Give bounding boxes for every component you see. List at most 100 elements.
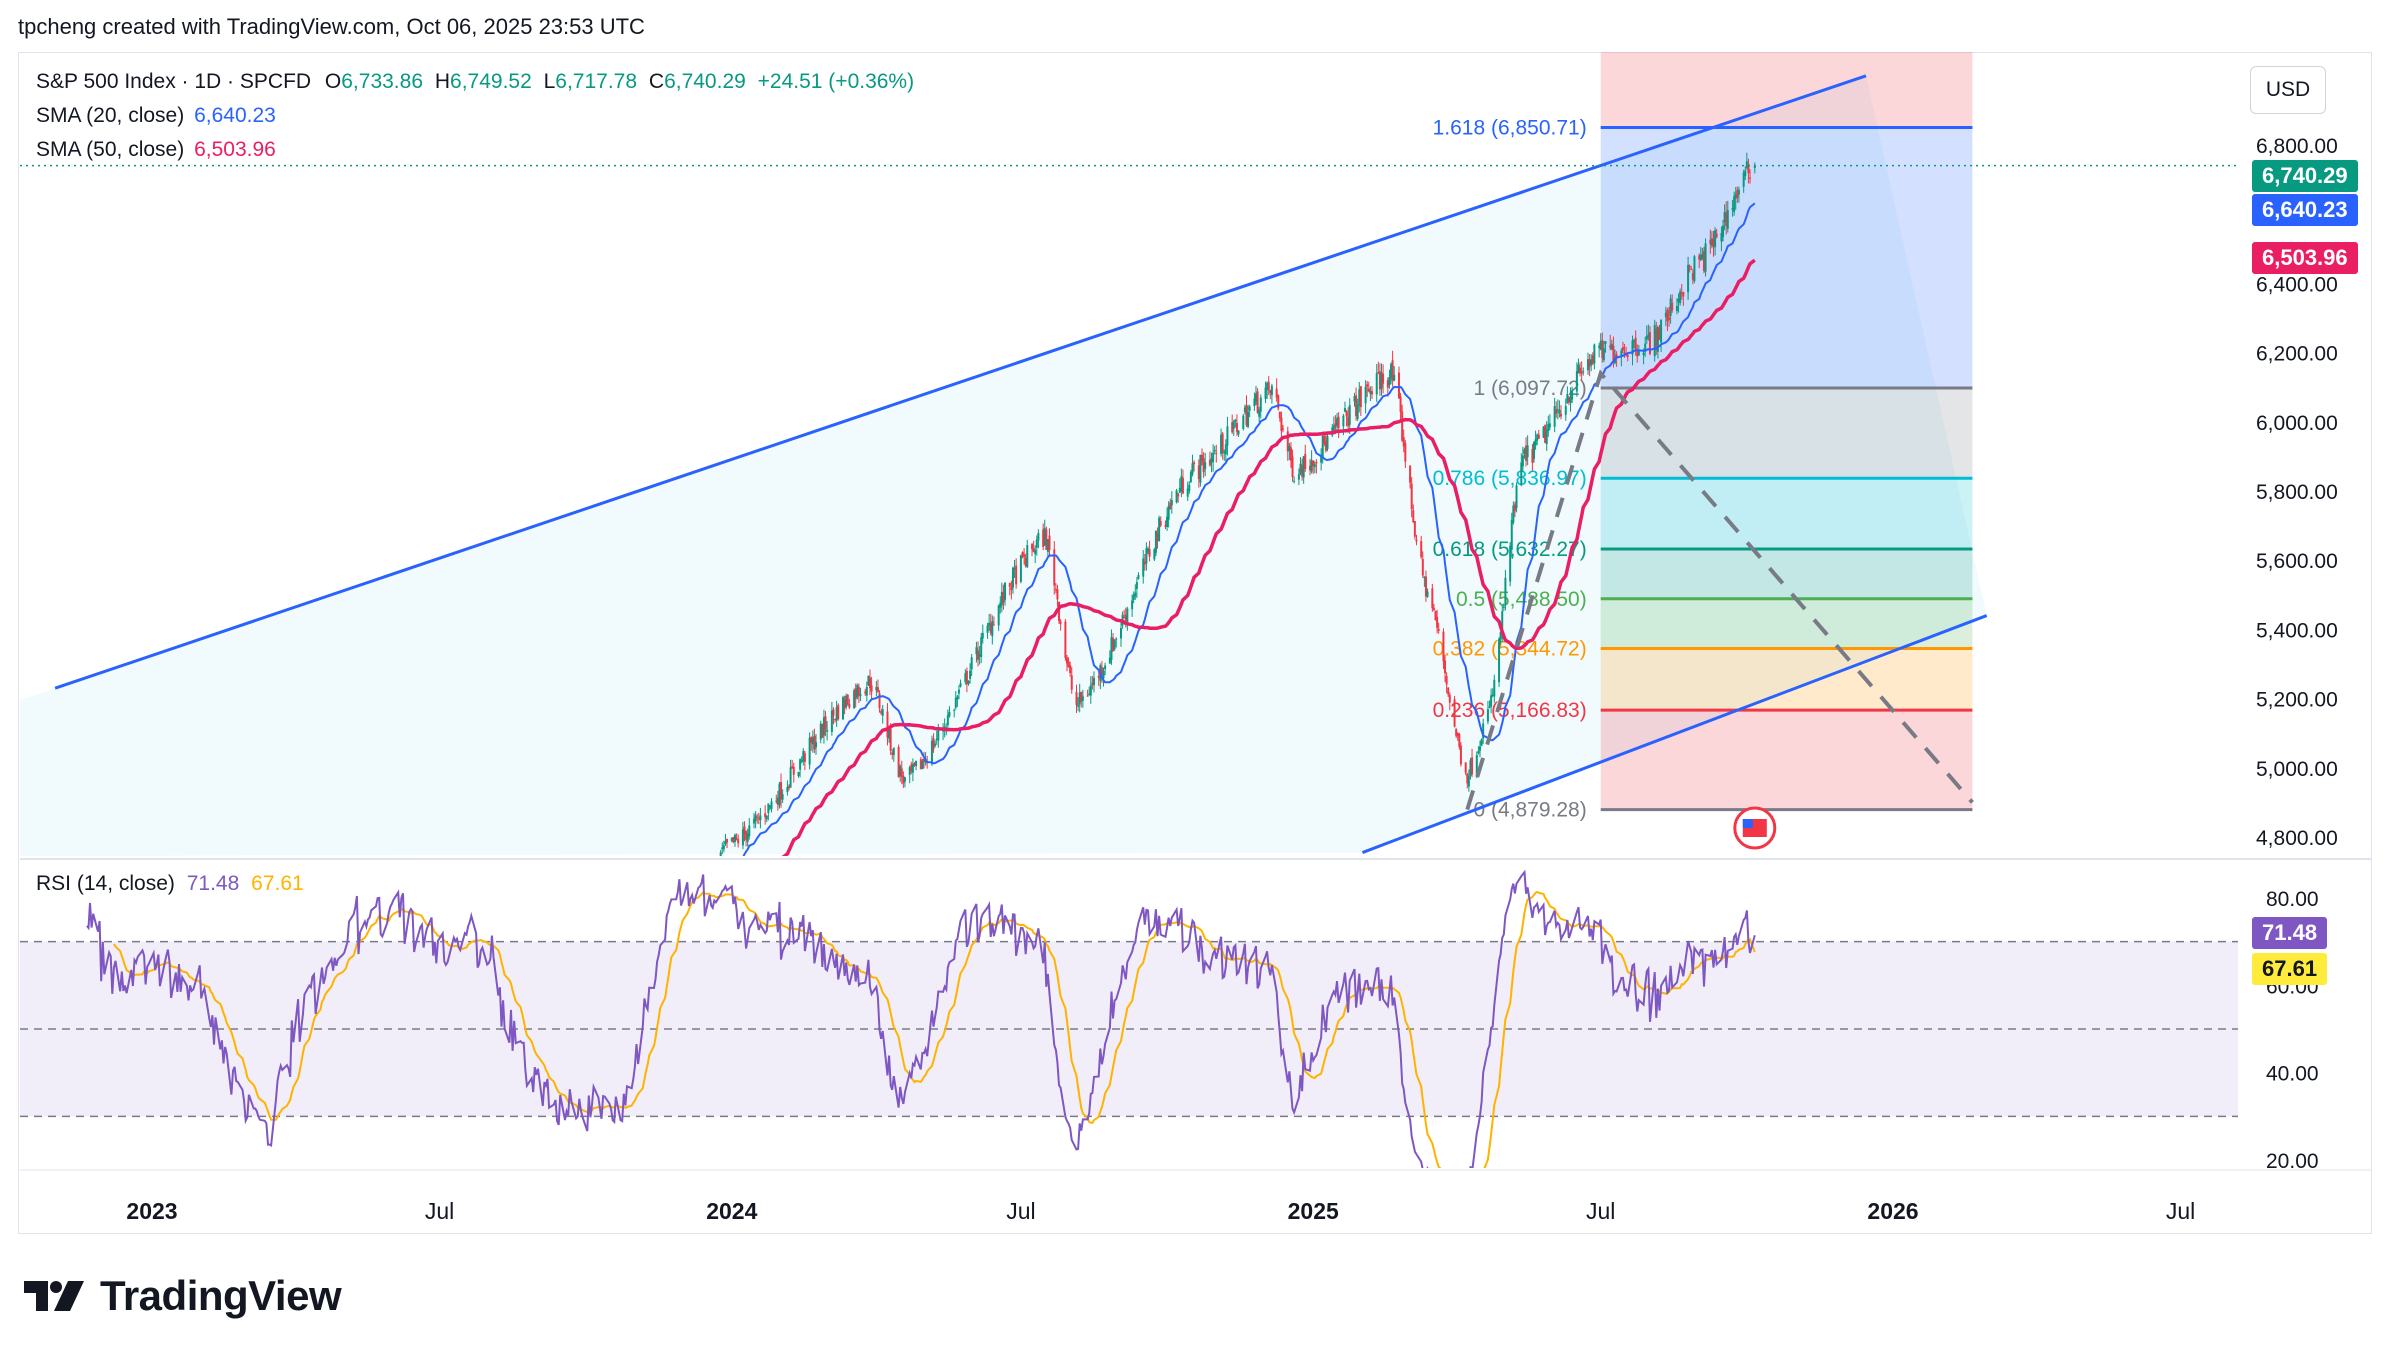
candle-body [1669, 298, 1672, 316]
candle-body [1092, 677, 1095, 686]
currency-selector[interactable]: USD [2250, 66, 2326, 114]
rsi-legend[interactable]: RSI (14, close) 71.48 67.61 [36, 872, 304, 896]
candle-body [799, 759, 802, 770]
sma50-legend[interactable]: SMA (50, close) 6,503.96 [36, 138, 276, 162]
symbol-legend[interactable]: S&P 500 Index · 1D · SPCFD O6,733.86 H6,… [36, 70, 914, 94]
candle-body [1359, 386, 1362, 408]
candle-body [932, 738, 935, 749]
candle-body [491, 905, 493, 915]
candle-body [1242, 415, 1245, 429]
candle-body [821, 724, 824, 738]
candle-body [1645, 336, 1648, 340]
price-tick-label: 5,200.00 [2256, 689, 2338, 712]
candle-body [254, 1131, 256, 1133]
candle-body [1337, 416, 1340, 428]
candle-body [1253, 398, 1256, 407]
price-tick-label: 6,800.00 [2256, 135, 2338, 158]
candle-body [1310, 460, 1313, 472]
candle-body [1715, 233, 1718, 238]
candle-body [1601, 340, 1604, 358]
candle-body [89, 1126, 91, 1137]
candle-body [1153, 549, 1156, 560]
candle-body [1421, 558, 1424, 576]
candle-body [1548, 423, 1551, 428]
candle-body [1679, 291, 1682, 304]
candle-body [1693, 256, 1696, 281]
candle-body [1045, 529, 1048, 550]
candle-body [1510, 520, 1513, 550]
candle-body [1675, 306, 1678, 311]
candle-body [1255, 393, 1258, 402]
candle-body [1178, 488, 1181, 493]
candle-body [1631, 340, 1634, 355]
candle-body [1213, 450, 1216, 452]
candle-body [1223, 451, 1226, 454]
candle-body [1664, 312, 1667, 318]
candle-body [1437, 628, 1440, 631]
candle-body [1512, 505, 1515, 523]
candle-body [1456, 732, 1459, 737]
candle-body [1180, 476, 1183, 492]
candle-body [1480, 739, 1483, 746]
tradingview-logo[interactable]: TradingView [24, 1272, 342, 1320]
candle-body [1304, 453, 1307, 469]
candle-body [802, 751, 805, 763]
candle-body [915, 760, 918, 766]
candle-body [1032, 548, 1035, 552]
candle-body [690, 921, 692, 931]
candle-body [1655, 328, 1658, 348]
candle-body [1135, 581, 1138, 589]
price-tick-label: 6,200.00 [2256, 343, 2338, 366]
fib-level-label: 0.5 (5,488.50) [1456, 588, 1587, 611]
candle-body [475, 909, 477, 915]
candle-body [276, 1139, 278, 1144]
candle-body [291, 1126, 293, 1142]
candle-body [1112, 637, 1115, 651]
sma50-label: SMA (50, close) [36, 138, 185, 161]
candle-body [1501, 611, 1504, 634]
candle-body [808, 737, 811, 765]
candle-body [59, 1142, 61, 1145]
fib-level-label: 1 (6,097.72) [1473, 377, 1586, 400]
candle-body [1086, 695, 1089, 697]
candle-body [1078, 692, 1081, 705]
candle-body [1448, 694, 1451, 703]
candle-body [1170, 499, 1173, 506]
candle-body [1088, 693, 1091, 696]
candle-body [1567, 397, 1570, 402]
candle-body [954, 698, 957, 708]
candle-body [456, 930, 458, 931]
candle-body [97, 1124, 99, 1126]
candle-body [710, 863, 712, 870]
candle-body [1401, 411, 1404, 441]
candle-body [1132, 594, 1135, 600]
candle-body [892, 747, 895, 756]
fib-zone-0.5 [1600, 598, 1973, 649]
candle-body [1010, 587, 1013, 590]
candle-body [824, 716, 827, 730]
time-tick-label: Jul [425, 1198, 454, 1224]
candle-body [1564, 405, 1567, 415]
candle-body [789, 767, 792, 788]
candle-body [1453, 699, 1456, 727]
candle-body [488, 918, 490, 921]
candle-body [1089, 685, 1092, 696]
candle-body [889, 728, 892, 751]
candle-body [86, 1135, 88, 1136]
candle-body [780, 782, 783, 800]
candle-body [1677, 298, 1680, 303]
candle-body [977, 650, 980, 660]
candle-body [1521, 455, 1524, 467]
candle-body [1455, 729, 1458, 736]
candle-body [1431, 588, 1434, 609]
candle-body [934, 743, 937, 746]
sma20-legend[interactable]: SMA (20, close) 6,640.23 [36, 104, 276, 128]
candle-body [1275, 388, 1278, 398]
candle-body [1545, 429, 1548, 445]
tradingview-logo-icon [24, 1281, 84, 1311]
sma20-line [742, 202, 1756, 856]
candle-body [1714, 230, 1717, 248]
candle-body [1590, 359, 1593, 366]
candle-body [1324, 440, 1327, 451]
